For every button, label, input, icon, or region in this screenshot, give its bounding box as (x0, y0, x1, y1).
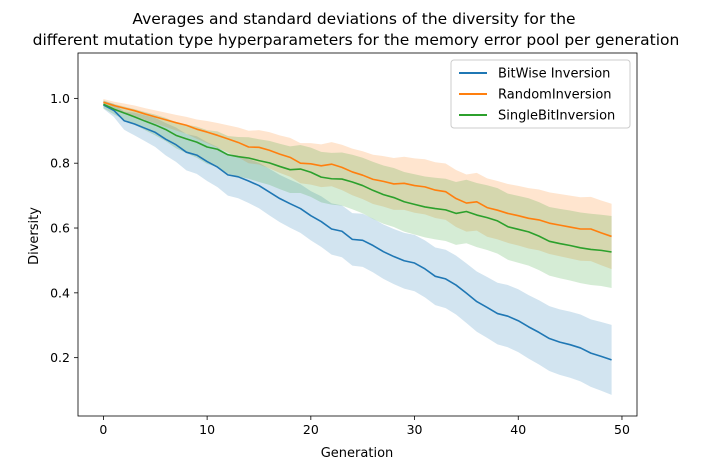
legend-label-1: RandomInversion (498, 88, 612, 103)
y-tick-label: 1.0 (50, 91, 70, 106)
chart-title-line-2: different mutation type hyperparameters … (33, 31, 680, 49)
axes-frame (77, 52, 638, 417)
legend-box (450, 59, 631, 129)
x-tick-label: 30 (407, 422, 423, 437)
y-tick-label: 0.8 (50, 156, 70, 171)
std-band-2 (103, 100, 612, 288)
y-tick-label: 0.6 (50, 221, 70, 236)
x-tick-label: 40 (510, 422, 526, 437)
mean-line-2 (103, 103, 612, 253)
x-tick-label: 20 (303, 422, 319, 437)
std-bands (103, 99, 612, 395)
legend-label-0: BitWise Inversion (498, 67, 610, 82)
std-band-0 (103, 100, 612, 395)
chart-title-line-1: Averages and standard deviations of the … (132, 10, 575, 28)
x-axis-label: Generation (321, 446, 394, 461)
y-tick-label: 0.4 (50, 285, 70, 300)
legend-label-2: SingleBitInversion (498, 109, 615, 124)
x-axis-ticks: 0 10 20 30 40 50 (99, 416, 630, 437)
mean-line-0 (103, 104, 612, 361)
mean-line-1 (103, 101, 612, 238)
x-tick-label: 50 (614, 422, 630, 437)
mean-lines (103, 101, 612, 361)
x-tick-label: 0 (99, 422, 107, 437)
y-axis-label: Diversity (27, 207, 42, 265)
y-axis-ticks: 0.2 0.4 0.6 0.8 1.0 (50, 91, 78, 365)
y-tick-label: 0.2 (50, 350, 70, 365)
legend: BitWise Inversion RandomInversion SingleBi… (450, 59, 631, 129)
x-tick-label: 10 (199, 422, 215, 437)
